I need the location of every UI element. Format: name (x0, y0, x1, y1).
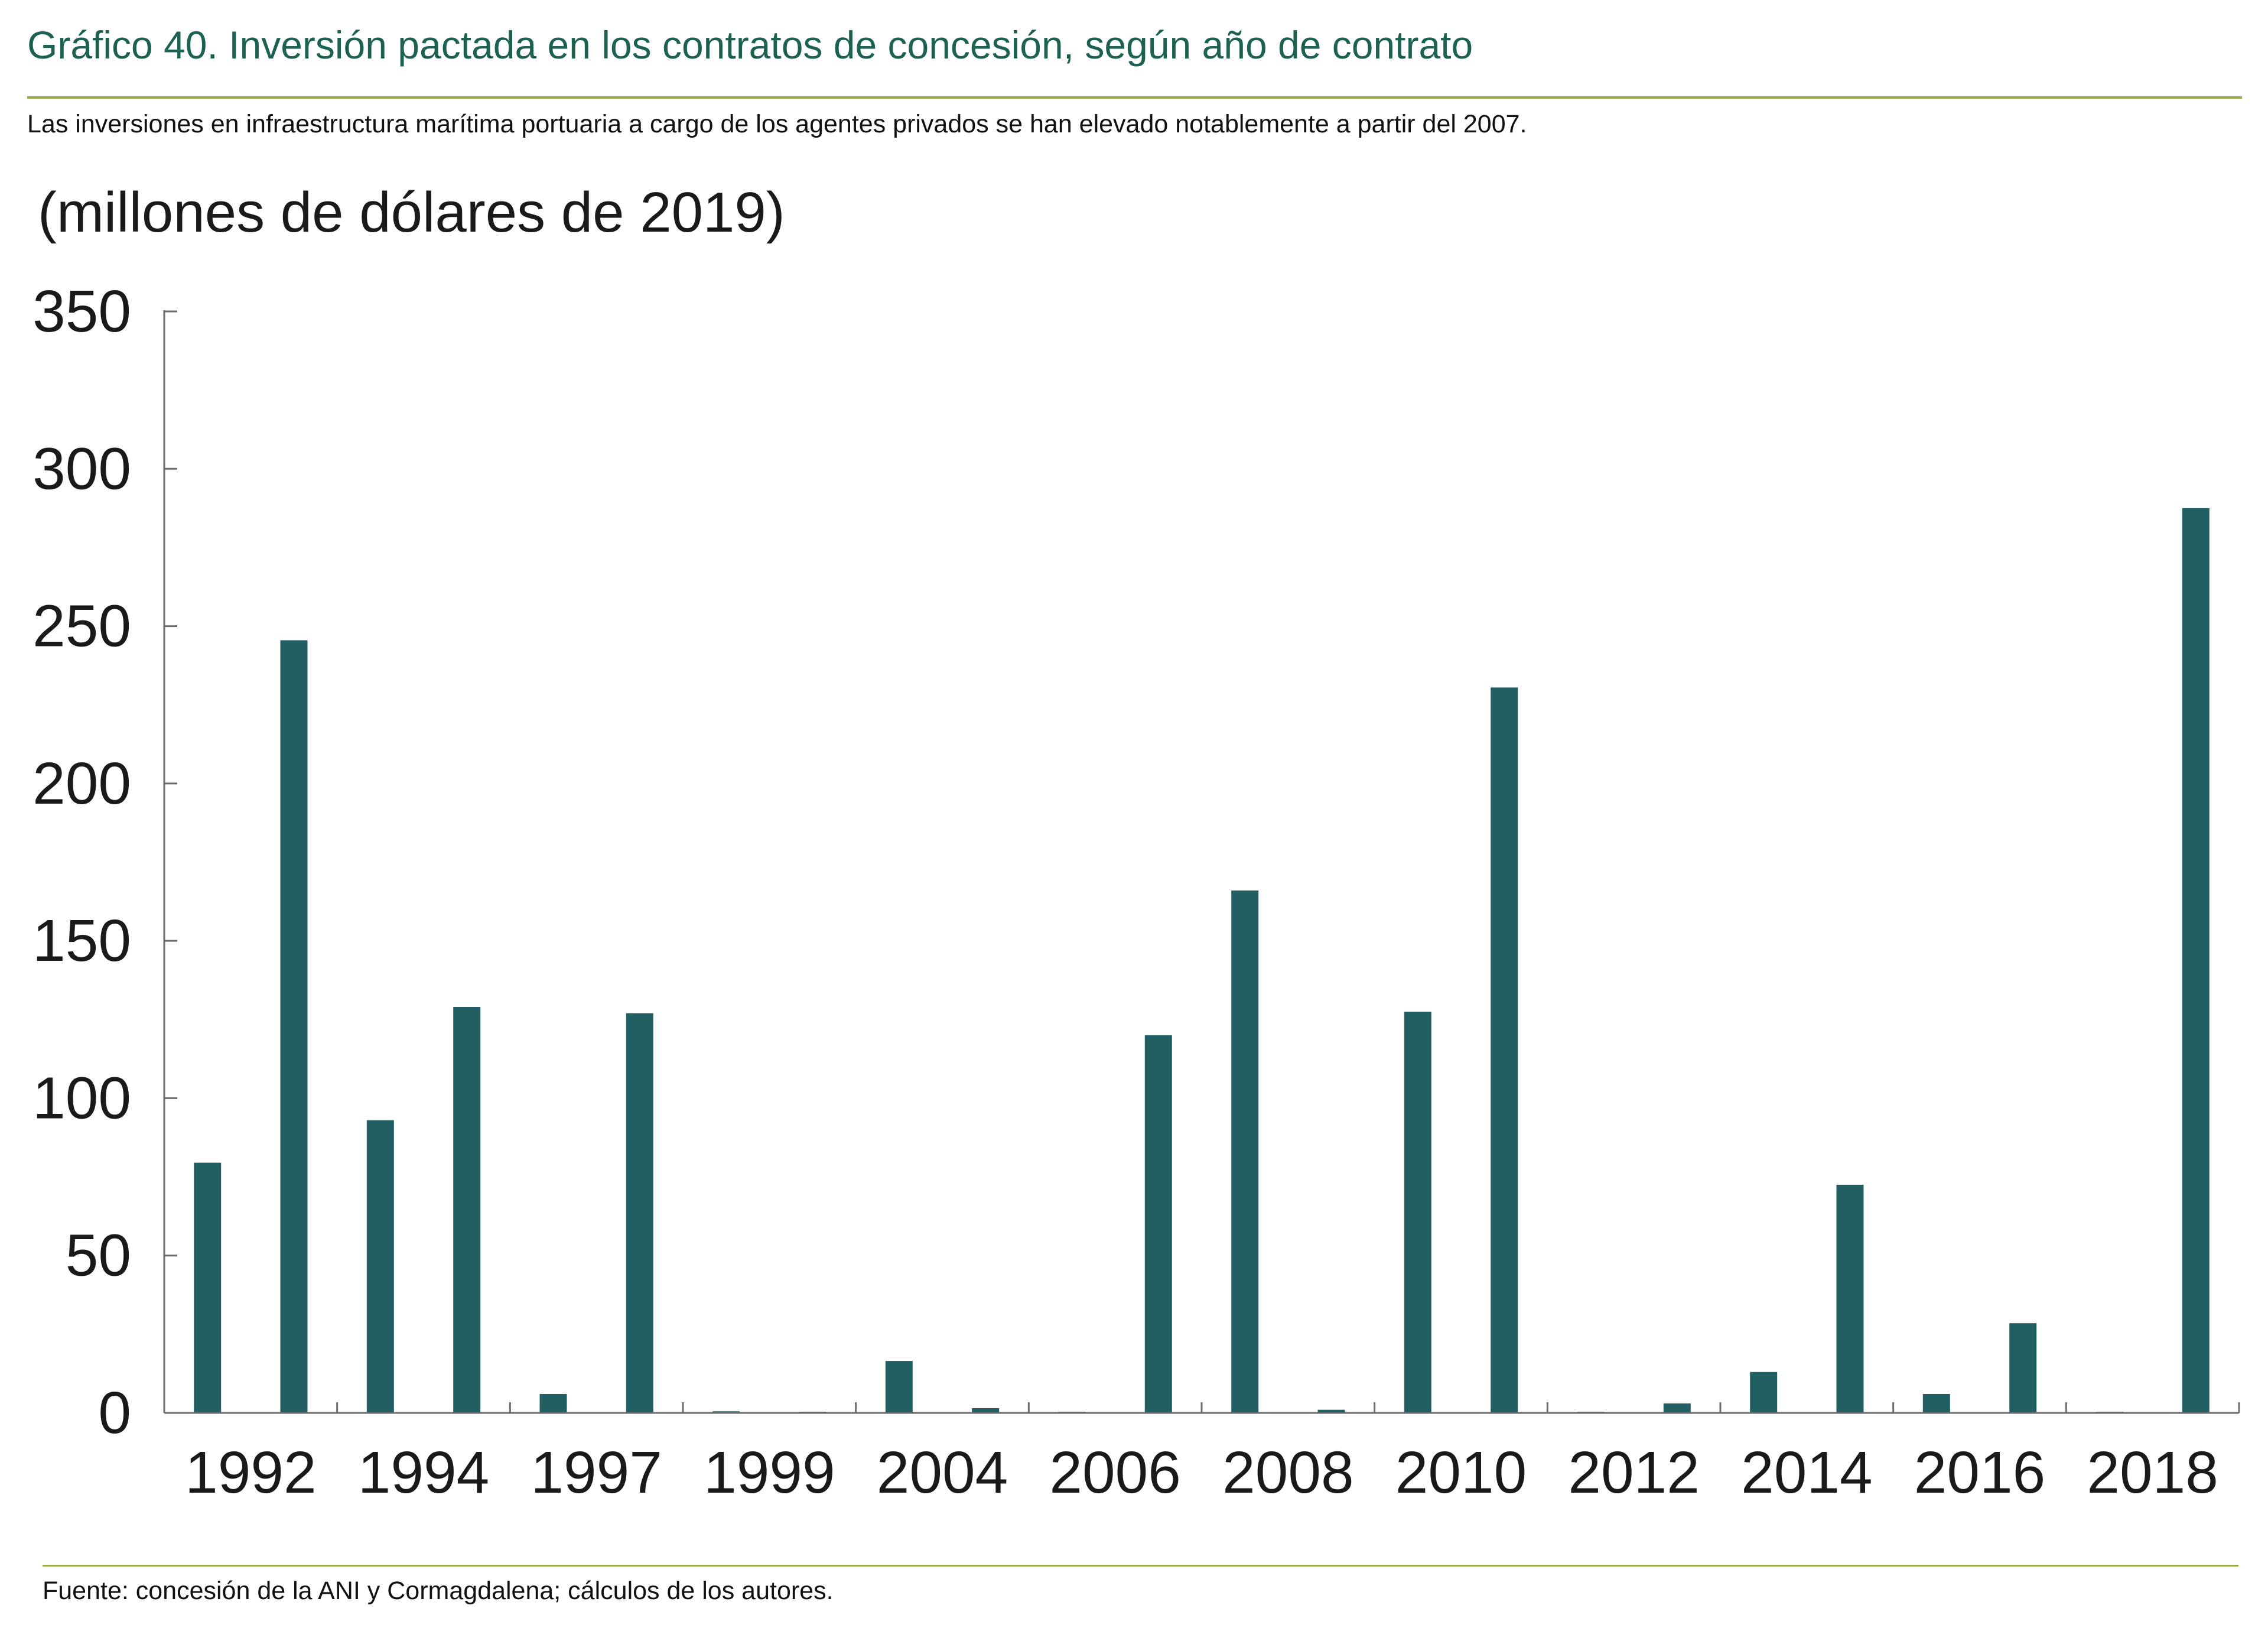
x-tick-label: 2008 (1222, 1439, 1353, 1506)
y-tick-label: 300 (32, 436, 131, 502)
bar-2004 (886, 1361, 913, 1413)
y-tick-label: 200 (32, 750, 131, 817)
x-tick-label: 2016 (1914, 1439, 2045, 1506)
bar-2016 (1923, 1394, 1950, 1413)
y-tick-label: 100 (32, 1065, 131, 1131)
bar-2019 (2182, 508, 2210, 1413)
footer-divider (43, 1565, 2238, 1567)
bar-2010 (1404, 1012, 1431, 1413)
bar-2017 (2009, 1323, 2036, 1413)
x-tick-label: 2010 (1395, 1439, 1527, 1506)
bar-1997 (540, 1394, 567, 1413)
bar-chart: (millones de dólares de 2019) 0 50 100 150 2… (0, 0, 2268, 1560)
x-tick-label: 1997 (531, 1439, 662, 1506)
bar-1994 (367, 1120, 394, 1413)
bar-2008 (1231, 891, 1258, 1413)
y-tick-label: 350 (32, 278, 131, 345)
y-axis-label: (millones de dólares de 2019) (38, 181, 785, 244)
x-tick-label: 2006 (1049, 1439, 1180, 1506)
x-tick-label: 2004 (877, 1439, 1008, 1506)
bar-2007 (1145, 1035, 1172, 1413)
bar-series (194, 508, 2210, 1413)
x-tick-label: 2018 (2087, 1439, 2218, 1506)
x-tick-label: 2012 (1568, 1439, 1699, 1506)
x-tick-label: 1994 (358, 1439, 489, 1506)
bar-2015 (1837, 1185, 1864, 1413)
x-tick-label: 2014 (1741, 1439, 1872, 1506)
source-note: Fuente: concesión de la ANI y Cormagdale… (43, 1577, 834, 1606)
y-tick-label: 0 (98, 1380, 131, 1446)
bar-1992 (194, 1163, 221, 1413)
x-axis: 1992 1994 1997 1999 2004 2006 2008 2010 2012 2014… (164, 1402, 2239, 1506)
bar-1995 (453, 1007, 480, 1413)
y-axis: 0 50 100 150 200 250 300 350 (32, 278, 177, 1446)
x-tick-label: 1992 (185, 1439, 316, 1506)
y-tick-label: 50 (66, 1223, 131, 1289)
bar-2014 (1750, 1372, 1777, 1413)
y-tick-label: 150 (32, 908, 131, 974)
bar-1998 (626, 1013, 653, 1413)
bar-2013 (1664, 1403, 1691, 1413)
bar-2011 (1491, 687, 1518, 1413)
bar-1993 (281, 641, 308, 1413)
x-tick-label: 1999 (704, 1439, 835, 1506)
y-tick-label: 250 (32, 593, 131, 659)
